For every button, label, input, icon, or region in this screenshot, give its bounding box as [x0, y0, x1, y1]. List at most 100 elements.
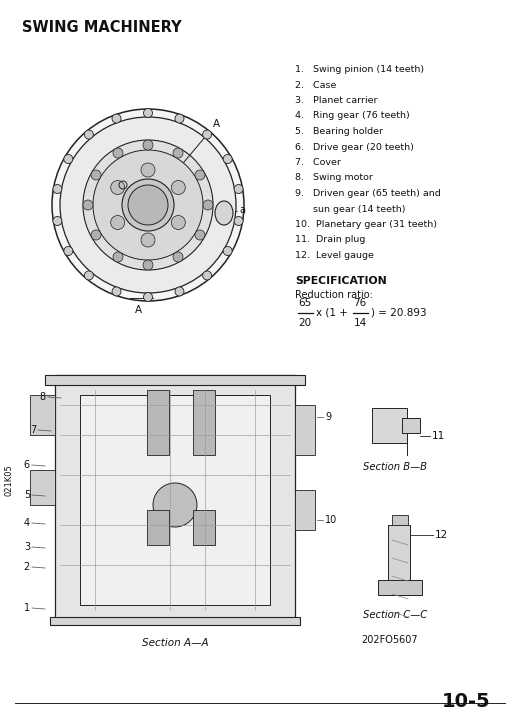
Circle shape	[223, 155, 232, 164]
Circle shape	[234, 216, 243, 225]
Text: 9: 9	[325, 412, 331, 422]
Bar	[30, 470, 55, 505]
Bar	[295, 405, 315, 455]
Circle shape	[173, 148, 183, 158]
Circle shape	[64, 155, 73, 164]
Circle shape	[144, 108, 152, 118]
Circle shape	[195, 170, 205, 180]
Text: 65: 65	[298, 298, 311, 308]
Text: 1: 1	[24, 603, 30, 613]
Text: A: A	[213, 120, 219, 130]
Text: Section B—B: Section B—B	[363, 462, 427, 472]
Text: 4: 4	[24, 518, 30, 528]
Circle shape	[195, 230, 205, 240]
Circle shape	[175, 114, 184, 123]
Bar	[147, 510, 169, 545]
Bar	[147, 390, 169, 455]
Circle shape	[60, 117, 236, 293]
Text: 10.  Planetary gear (31 teeth): 10. Planetary gear (31 teeth)	[295, 220, 437, 229]
Text: Reduction ratio:: Reduction ratio:	[295, 291, 373, 301]
Circle shape	[112, 114, 121, 123]
Text: 2.   Case: 2. Case	[295, 81, 336, 89]
Circle shape	[52, 109, 244, 301]
Bar	[378, 580, 422, 595]
Text: 2: 2	[24, 562, 30, 572]
Text: 3: 3	[24, 542, 30, 552]
Bar	[30, 395, 55, 435]
Circle shape	[93, 150, 203, 260]
Text: 10-5: 10-5	[441, 692, 490, 709]
Circle shape	[91, 230, 101, 240]
Bar	[80, 395, 270, 605]
Circle shape	[53, 216, 62, 225]
Bar	[295, 490, 315, 530]
Bar	[388, 525, 410, 595]
Text: 8.   Swing motor: 8. Swing motor	[295, 174, 373, 182]
Text: x (1 +: x (1 +	[316, 308, 348, 318]
Bar	[193, 510, 215, 545]
Text: SWING MACHINERY: SWING MACHINERY	[22, 20, 181, 35]
Text: 76: 76	[354, 298, 367, 308]
Text: 6: 6	[24, 460, 30, 470]
Circle shape	[171, 216, 185, 230]
Circle shape	[84, 271, 94, 280]
Circle shape	[83, 200, 93, 210]
Bar	[372, 408, 407, 443]
Text: 5: 5	[24, 490, 30, 500]
Text: SPECIFICATION: SPECIFICATION	[295, 277, 387, 286]
Bar	[55, 375, 295, 620]
Text: a: a	[239, 205, 245, 215]
Ellipse shape	[215, 201, 233, 225]
Circle shape	[171, 181, 185, 194]
Text: Section A—A: Section A—A	[141, 638, 209, 648]
Text: c: c	[160, 206, 164, 215]
Circle shape	[234, 184, 243, 194]
Circle shape	[203, 200, 213, 210]
Text: 6.   Drive gear (20 teeth): 6. Drive gear (20 teeth)	[295, 143, 414, 152]
Text: 021K05: 021K05	[5, 464, 14, 496]
Text: sun gear (14 teeth): sun gear (14 teeth)	[295, 204, 406, 213]
Circle shape	[113, 148, 123, 158]
Circle shape	[175, 287, 184, 296]
Circle shape	[173, 252, 183, 262]
Text: 14: 14	[354, 318, 367, 328]
Circle shape	[203, 271, 212, 280]
Circle shape	[128, 185, 168, 225]
Text: 11.  Drain plug: 11. Drain plug	[295, 235, 366, 245]
Circle shape	[64, 247, 73, 255]
Circle shape	[143, 260, 153, 270]
Circle shape	[53, 184, 62, 194]
Text: b: b	[166, 196, 171, 204]
Circle shape	[91, 170, 101, 180]
Text: 5.   Bearing holder: 5. Bearing holder	[295, 127, 383, 136]
Text: 7: 7	[30, 425, 36, 435]
Bar	[45, 375, 305, 385]
Circle shape	[144, 293, 152, 301]
Text: 12: 12	[435, 530, 448, 540]
Text: 10: 10	[325, 515, 337, 525]
Text: 9.   Driven gear (65 teeth) and: 9. Driven gear (65 teeth) and	[295, 189, 441, 198]
Circle shape	[153, 483, 197, 527]
Bar	[402, 418, 420, 433]
Text: 7.   Cover: 7. Cover	[295, 158, 341, 167]
Bar	[193, 390, 215, 455]
Circle shape	[84, 130, 94, 139]
Bar	[50, 617, 300, 625]
Circle shape	[111, 216, 125, 230]
Circle shape	[143, 140, 153, 150]
Circle shape	[112, 287, 121, 296]
Text: 202FO5607: 202FO5607	[362, 635, 418, 645]
Circle shape	[111, 181, 125, 194]
Circle shape	[203, 130, 212, 139]
Text: 11: 11	[432, 431, 445, 441]
Circle shape	[83, 140, 213, 270]
Text: 4.   Ring gear (76 teeth): 4. Ring gear (76 teeth)	[295, 111, 410, 121]
Circle shape	[223, 247, 232, 255]
Text: 8: 8	[40, 392, 46, 402]
Text: Section C—C: Section C—C	[363, 610, 427, 620]
Circle shape	[113, 252, 123, 262]
Bar	[392, 515, 408, 525]
Text: 12.  Level gauge: 12. Level gauge	[295, 251, 374, 260]
Circle shape	[122, 179, 174, 231]
Circle shape	[141, 163, 155, 177]
